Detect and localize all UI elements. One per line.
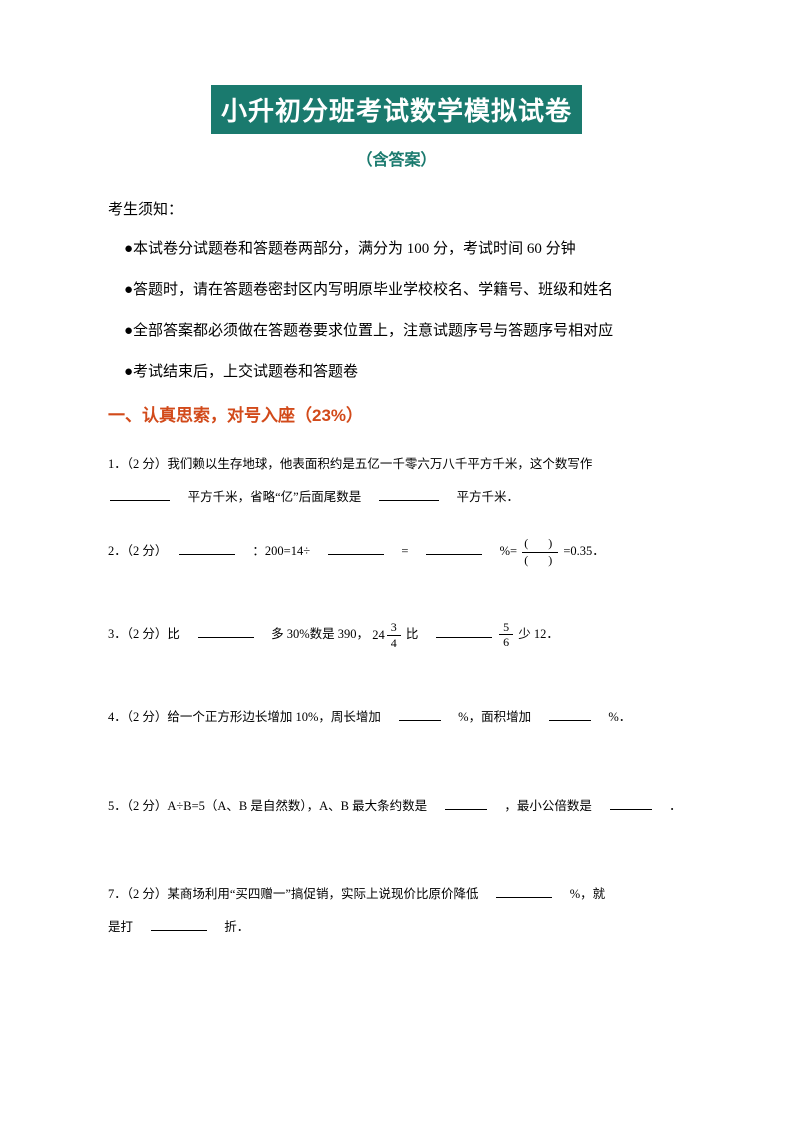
q2-text-c: = [389, 544, 421, 558]
q5-text-a: 5．（2 分）A÷B=5（A、B 是自然数），A、B 最大条约数是 [108, 799, 440, 813]
blank-input[interactable] [179, 541, 235, 555]
blank-input[interactable] [610, 796, 652, 810]
q4-text-a: 4．（2 分）给一个正方形边长增加 10%，周长增加 [108, 710, 393, 724]
q1-text-b: 平方千米，省略“亿”后面尾数是 [175, 490, 374, 504]
blank-input[interactable] [110, 487, 170, 501]
notice-header: 考生须知： [108, 198, 685, 219]
q3-text-b: 多 30%数是 390， [259, 627, 369, 641]
q3-text-a: 3．（2 分）比 [108, 627, 192, 641]
notice-item: ●考试结束后，上交试题卷和答题卷 [108, 360, 685, 381]
q2-text-e: =0.35． [563, 544, 604, 558]
q1-text-a: 1．（2 分）我们赖以生存地球，他表面积约是五亿一千零六万八千平方千米，这个数写… [108, 457, 592, 471]
blank-input[interactable] [151, 917, 207, 931]
blank-input[interactable] [379, 487, 439, 501]
q2-text-b: ：200=14÷ [240, 544, 323, 558]
blank-input[interactable] [198, 624, 254, 638]
denominator: 6 [499, 635, 513, 649]
section-1-header: 一、认真思索，对号入座（23%） [108, 401, 685, 426]
q1-text-c: 平方千米． [444, 490, 519, 504]
blank-input[interactable] [328, 541, 384, 555]
q3-text-d: 少 12． [518, 627, 559, 641]
notice-item: ●全部答案都必须做在答题卷要求位置上，注意试题序号与答题序号相对应 [108, 319, 685, 340]
mixed-number: 2434 [372, 618, 403, 651]
notice-item: ●答题时，请在答题卷密封区内写明原毕业学校校名、学籍号、班级和姓名 [108, 278, 685, 299]
blank-input[interactable] [399, 707, 441, 721]
blank-input[interactable] [436, 624, 492, 638]
fraction: 34 [387, 620, 401, 650]
q2-text-a: 2．（2 分） [108, 544, 174, 558]
notice-item: ●本试卷分试题卷和答题卷两部分，满分为 100 分，考试时间 60 分钟 [108, 237, 685, 258]
q7-text-a: 7．（2 分）某商场利用“买四赠一”搞促销，实际上说现价比原价降低 [108, 887, 491, 901]
question-7: 7．（2 分）某商场利用“买四赠一”搞促销，实际上说现价比原价降低 %，就 是打… [108, 878, 685, 943]
q7-text-d: 折． [212, 920, 250, 934]
exam-subtitle: （含答案） [108, 146, 685, 170]
q7-text-c: 是打 [108, 920, 146, 934]
q3-text-c: 比 [406, 627, 431, 641]
question-4: 4．（2 分）给一个正方形边长增加 10%，周长增加 %，面积增加 %． [108, 701, 685, 734]
q5-text-b: ，最小公倍数是 [492, 799, 605, 813]
numerator: 3 [387, 620, 401, 635]
blank-input[interactable] [445, 796, 487, 810]
denominator: 4 [387, 636, 401, 650]
blank-input[interactable] [549, 707, 591, 721]
fraction-blank[interactable]: ( ) ( ) [522, 537, 558, 568]
question-5: 5．（2 分）A÷B=5（A、B 是自然数），A、B 最大条约数是 ，最小公倍数… [108, 790, 685, 823]
blank-input[interactable] [496, 884, 552, 898]
q7-text-b: %，就 [557, 887, 605, 901]
q5-text-c: ． [657, 799, 682, 813]
question-1: 1．（2 分）我们赖以生存地球，他表面积约是五亿一千零六万八千平方千米，这个数写… [108, 448, 685, 513]
exam-title: 小升初分班考试数学模拟试卷 [211, 85, 582, 134]
fraction: 56 [499, 620, 513, 650]
mixed-whole: 24 [372, 619, 385, 652]
q4-text-b: %，面积增加 [446, 710, 544, 724]
question-3: 3．（2 分）比 多 30%数是 390， 2434 比 56 少 12． [108, 618, 685, 652]
blank-input[interactable] [426, 541, 482, 555]
q4-text-c: %． [596, 710, 631, 724]
question-2: 2．（2 分） ：200=14÷ = %= ( ) ( ) =0.35． [108, 535, 685, 568]
q2-text-d: %= [487, 544, 517, 558]
numerator: 5 [499, 620, 513, 635]
